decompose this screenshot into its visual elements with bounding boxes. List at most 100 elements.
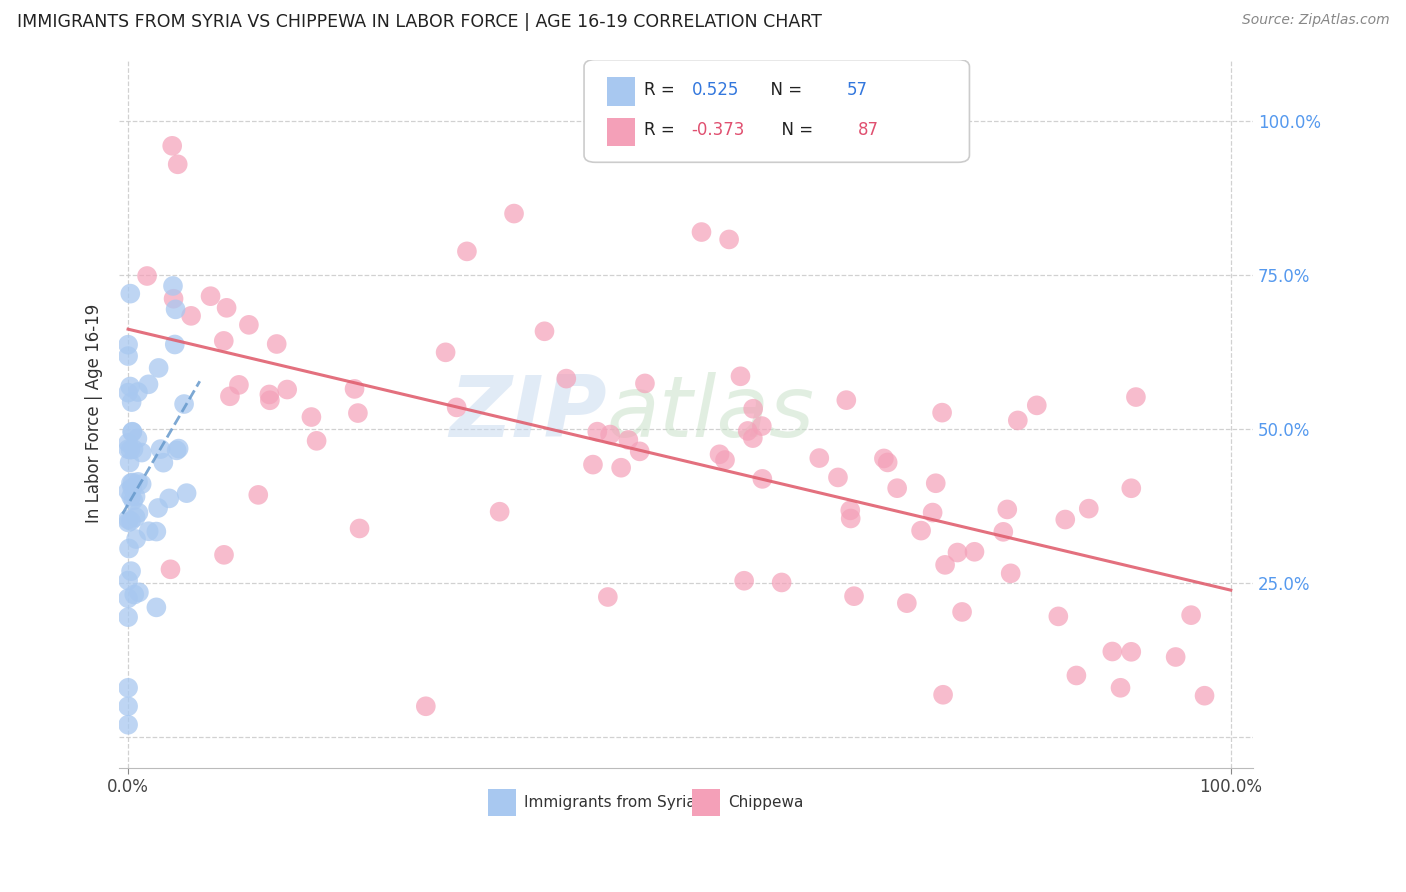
Point	[120, 564, 142, 578]
Point	[120, 476, 142, 491]
Point	[148, 360, 170, 375]
Point	[121, 425, 143, 439]
Point	[742, 401, 765, 416]
Point	[1180, 608, 1202, 623]
Y-axis label: In Labor Force | Age 16-19: In Labor Force | Age 16-19	[86, 304, 103, 524]
Point	[932, 688, 955, 702]
Point	[163, 337, 186, 351]
Text: -0.373: -0.373	[692, 121, 745, 139]
Point	[617, 433, 640, 447]
Point	[247, 488, 270, 502]
Point	[266, 337, 288, 351]
Point	[117, 699, 139, 714]
Point	[127, 475, 149, 489]
Point	[127, 432, 149, 446]
Point	[117, 337, 139, 351]
Point	[586, 425, 609, 439]
Text: 57: 57	[846, 81, 868, 99]
Point	[873, 451, 896, 466]
Point	[117, 574, 139, 588]
Point	[946, 545, 969, 559]
Text: ZIP: ZIP	[449, 372, 607, 455]
Point	[117, 349, 139, 363]
Point	[228, 377, 250, 392]
Point	[714, 453, 737, 467]
Point	[121, 425, 143, 439]
Point	[120, 514, 142, 528]
Point	[212, 334, 235, 348]
Point	[259, 393, 281, 408]
Point	[925, 476, 948, 491]
Point	[921, 506, 943, 520]
FancyBboxPatch shape	[488, 789, 516, 816]
Point	[117, 483, 139, 498]
Point	[180, 309, 202, 323]
Point	[138, 377, 160, 392]
Point	[215, 301, 238, 315]
Point	[117, 610, 139, 624]
Point	[121, 395, 143, 409]
Point	[876, 455, 898, 469]
Point	[963, 545, 986, 559]
Point	[127, 506, 149, 520]
Point	[886, 481, 908, 495]
Point	[121, 481, 143, 495]
Point	[599, 427, 621, 442]
Point	[737, 424, 759, 438]
Point	[555, 371, 578, 385]
Point	[446, 401, 468, 415]
Point	[117, 717, 139, 731]
Point	[718, 232, 741, 246]
FancyBboxPatch shape	[607, 78, 636, 105]
Point	[808, 451, 831, 466]
FancyBboxPatch shape	[583, 60, 970, 162]
Point	[138, 524, 160, 539]
Point	[159, 562, 181, 576]
Point	[934, 558, 956, 572]
Point	[157, 491, 180, 506]
Point	[1121, 645, 1143, 659]
Point	[117, 385, 139, 400]
Point	[993, 524, 1015, 539]
Point	[950, 605, 973, 619]
Point	[128, 585, 150, 599]
Text: Chippewa: Chippewa	[728, 795, 803, 810]
Point	[219, 389, 242, 403]
Point	[162, 292, 184, 306]
Point	[117, 435, 139, 450]
Point	[634, 376, 657, 391]
Text: 0.525: 0.525	[692, 81, 740, 99]
Point	[415, 699, 437, 714]
Point	[166, 157, 188, 171]
Point	[120, 490, 142, 504]
Point	[827, 470, 849, 484]
Point	[117, 591, 139, 606]
Point	[733, 574, 755, 588]
Point	[582, 458, 605, 472]
Point	[1066, 668, 1088, 682]
Point	[117, 442, 139, 457]
Point	[124, 510, 146, 524]
Point	[149, 442, 172, 456]
Point	[162, 279, 184, 293]
Point	[1194, 689, 1216, 703]
Point	[751, 419, 773, 434]
Point	[910, 524, 932, 538]
Point	[125, 532, 148, 546]
Point	[120, 379, 142, 393]
Point	[347, 406, 370, 420]
Point	[167, 442, 190, 456]
Point	[842, 589, 865, 603]
Text: IMMIGRANTS FROM SYRIA VS CHIPPEWA IN LABOR FORCE | AGE 16-19 CORRELATION CHART: IMMIGRANTS FROM SYRIA VS CHIPPEWA IN LAB…	[17, 13, 821, 31]
Point	[1077, 501, 1099, 516]
Point	[122, 493, 145, 508]
Point	[690, 225, 713, 239]
Point	[839, 503, 862, 517]
Point	[839, 511, 862, 525]
Point	[751, 472, 773, 486]
Point	[628, 444, 651, 458]
Point	[995, 502, 1018, 516]
Point	[349, 521, 371, 535]
Point	[117, 516, 139, 530]
Point	[610, 460, 633, 475]
